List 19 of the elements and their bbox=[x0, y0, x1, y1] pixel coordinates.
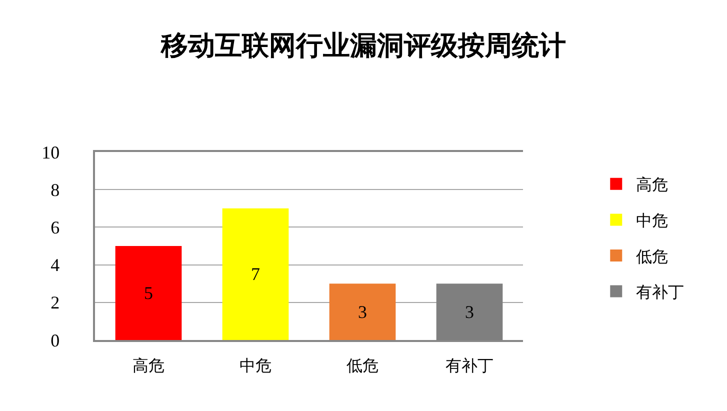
legend-label: 高危 bbox=[636, 175, 668, 194]
data-label: 3 bbox=[358, 302, 367, 322]
legend-label: 中危 bbox=[636, 210, 668, 230]
legend-label: 有补丁 bbox=[636, 282, 684, 302]
x-tick-label: 低危 bbox=[346, 356, 378, 375]
x-tick-label: 高危 bbox=[132, 356, 164, 375]
x-tick-label: 中危 bbox=[240, 356, 272, 375]
chart-title: 移动互联网行业漏洞评级按周统计 bbox=[160, 30, 566, 62]
legend-label: 低危 bbox=[636, 246, 668, 266]
y-tick-label: 4 bbox=[50, 255, 60, 276]
y-tick-label: 2 bbox=[50, 292, 60, 313]
y-tick-label: 6 bbox=[50, 218, 60, 238]
y-tick-label: 0 bbox=[50, 330, 60, 350]
y-tick-label: 8 bbox=[50, 180, 60, 200]
data-label: 3 bbox=[465, 302, 474, 322]
y-tick-label: 10 bbox=[42, 142, 60, 162]
data-label: 7 bbox=[251, 264, 260, 284]
data-label: 5 bbox=[144, 283, 153, 303]
x-tick-label: 有补丁 bbox=[446, 356, 494, 375]
